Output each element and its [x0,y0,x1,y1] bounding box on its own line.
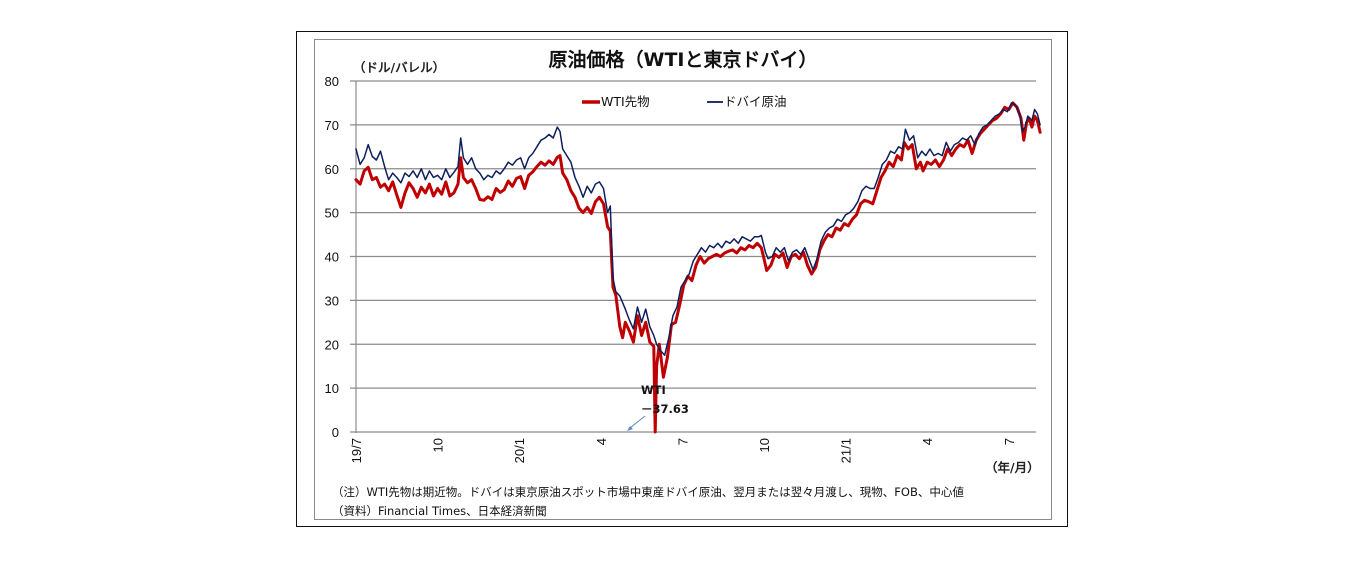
x-tick-label: 20/1 [512,438,527,463]
x-tick-label: 19/7 [349,438,364,463]
chart-note: （注）WTI先物は期近物。ドバイは東京原油スポット市場中東産ドバイ原油、翌月また… [332,485,964,499]
annotation-value: －37.63 [641,402,689,416]
chart-title: 原油価格（WTIと東京ドバイ） [549,48,818,71]
x-tick-label: 4 [594,438,609,445]
y-tick-label: 70 [325,118,339,133]
y-axis-unit-label: （ドル/バレル） [353,60,445,75]
y-tick-label: 20 [325,337,339,352]
y-tick-label: 0 [332,425,339,440]
chart-source: （資料）Financial Times、日本経済新聞 [332,504,547,518]
y-tick-label: 30 [325,293,339,308]
legend-label-dubai: ドバイ原油 [724,94,787,109]
dubai-line [355,102,1041,356]
x-tick-label: 7 [675,438,690,445]
chart-frame [314,39,1052,520]
annotation-label: WTI [641,383,666,397]
series-lines [354,101,1042,434]
wti-annotation: WTI －37.63 [627,383,689,431]
x-tick-label: 7 [1002,438,1017,445]
annotation-arrow [629,415,646,429]
arrow-head-icon [627,426,633,431]
x-tick-label: 4 [920,438,935,445]
legend-label-wti: WTI先物 [601,94,650,109]
y-tick-label: 50 [325,206,339,221]
legend: WTI先物 ドバイ原油 [582,94,787,109]
x-axis-unit-label: （年/月） [985,460,1040,475]
wti-line [354,101,1042,434]
x-tick-label: 21/1 [839,438,854,463]
y-tick-label: 80 [325,74,339,89]
y-tick-label: 40 [325,250,339,265]
y-tick-label: 10 [325,381,339,396]
gridlines [350,80,1036,433]
figure-frame [296,31,1068,527]
x-axis-ticks: 19/7 10 20/1 4 7 10 21/1 4 7 [349,438,1017,463]
x-tick-label: 10 [431,438,446,452]
y-axis-ticks: 0 10 20 30 40 50 60 70 80 [325,74,339,440]
y-tick-label: 60 [325,162,339,177]
x-tick-label: 10 [757,438,772,452]
